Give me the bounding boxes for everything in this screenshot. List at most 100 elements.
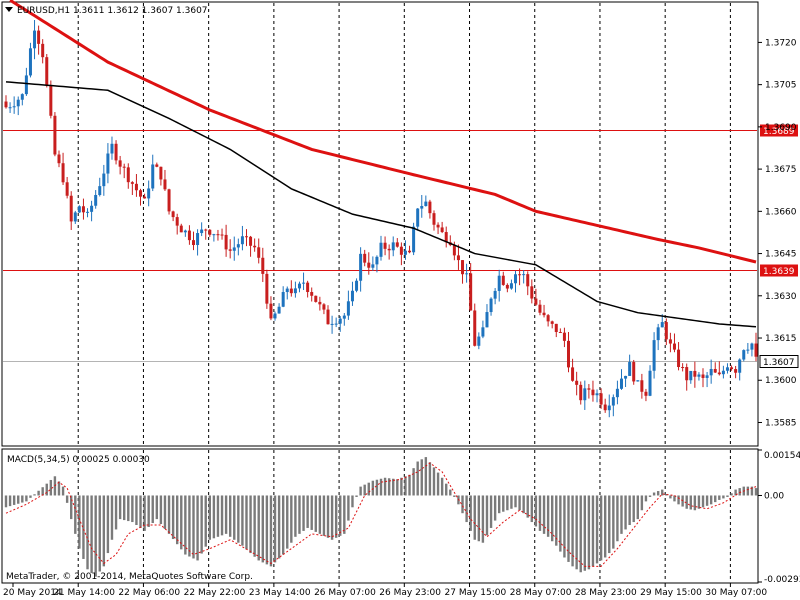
candle-body bbox=[591, 389, 595, 396]
macd-histogram-bar bbox=[734, 489, 737, 496]
macd-histogram-bar bbox=[424, 457, 428, 496]
candle-body bbox=[49, 85, 53, 116]
candle-body bbox=[102, 173, 106, 187]
price-tick-label: 1.3675 bbox=[765, 165, 797, 175]
candle-body bbox=[261, 257, 265, 274]
macd-histogram-bar bbox=[693, 495, 697, 511]
candle-body bbox=[310, 292, 314, 296]
candle-body bbox=[619, 378, 623, 389]
macd-title: MACD(5,34,5) 0.00025 0.00030 bbox=[7, 455, 150, 465]
ma-fast-line bbox=[5, 81, 757, 328]
macd-histogram-bar bbox=[143, 495, 146, 531]
candle-body bbox=[668, 339, 672, 344]
macd-histogram-bar bbox=[718, 495, 721, 500]
macd-histogram-bar bbox=[632, 495, 635, 523]
macd-histogram-bar bbox=[754, 488, 758, 496]
copyright-text: MetaTrader, © 2001-2014, MetaQuotes Soft… bbox=[6, 572, 253, 582]
candle-body bbox=[342, 315, 346, 319]
candle-body bbox=[575, 380, 579, 385]
macd-histogram-bar bbox=[277, 495, 281, 559]
macd-histogram-bar bbox=[738, 488, 741, 496]
macd-histogram-bar bbox=[204, 495, 207, 547]
macd-histogram-bar bbox=[175, 495, 179, 545]
candle-body bbox=[90, 205, 94, 212]
macd-histogram-bar bbox=[636, 495, 639, 520]
macd-histogram-bar bbox=[709, 495, 713, 505]
macd-histogram-bar bbox=[400, 477, 403, 496]
macd-histogram-bar bbox=[359, 486, 362, 496]
macd-tick-label: 0.00 bbox=[764, 491, 784, 501]
macd-histogram-bar bbox=[591, 495, 595, 567]
macd-histogram-bar bbox=[322, 495, 326, 536]
macd-signal-line bbox=[5, 462, 757, 567]
time-tick-label: 21 May 14:00 bbox=[53, 588, 115, 598]
macd-histogram-bar bbox=[163, 495, 167, 529]
macd-histogram-bar bbox=[249, 495, 252, 554]
triangle-down-icon[interactable] bbox=[5, 7, 13, 12]
candle-body bbox=[334, 323, 338, 325]
candle-body bbox=[12, 106, 16, 108]
macd-histogram-bar bbox=[224, 495, 228, 534]
macd-histogram-bar bbox=[159, 495, 163, 525]
candle-body bbox=[607, 405, 611, 411]
time-tick-label: 28 May 07:00 bbox=[510, 588, 572, 598]
macd-histogram-bar bbox=[477, 495, 481, 542]
macd-histogram-bar bbox=[45, 483, 48, 496]
macd-histogram-bar bbox=[29, 495, 32, 498]
price-axis[interactable]: 1.3720 1.3705 1.3690 1.3675 1.3660 1.3645 1.36… bbox=[758, 38, 797, 428]
candle-body bbox=[599, 393, 603, 405]
horizontal-lines[interactable]: 1.3689 1.3639 1.3607 bbox=[3, 124, 799, 369]
macd-histogram-bar bbox=[616, 495, 619, 542]
candle-body bbox=[416, 208, 420, 227]
macd-histogram-bar bbox=[534, 495, 538, 527]
candle-body bbox=[444, 232, 448, 243]
macd-histogram-bar bbox=[269, 495, 273, 567]
candle-body bbox=[689, 370, 693, 381]
time-tick-label: 29 May 15:00 bbox=[640, 588, 702, 598]
candle-body bbox=[538, 304, 542, 313]
macd-histogram-bar bbox=[330, 495, 334, 540]
macd-histogram-bar bbox=[624, 495, 627, 530]
current-price-tag bbox=[759, 355, 799, 368]
candle-body bbox=[73, 212, 77, 222]
macd-histogram-bar bbox=[216, 495, 220, 537]
macd-histogram-bar bbox=[171, 495, 175, 540]
macd-histogram-bar bbox=[481, 495, 485, 543]
candle-body bbox=[302, 282, 306, 284]
candle-body bbox=[562, 332, 566, 341]
candle-body bbox=[126, 167, 130, 183]
candle-body bbox=[314, 295, 318, 302]
macd-histogram-bar bbox=[669, 495, 672, 499]
candle-body bbox=[224, 234, 228, 250]
macd-histogram-bar bbox=[465, 495, 468, 523]
price-tick-label: 1.3645 bbox=[765, 250, 797, 260]
macd-histogram-bar bbox=[233, 495, 236, 540]
macd-histogram-bar bbox=[746, 486, 750, 496]
candle-body bbox=[558, 332, 562, 334]
macd-histogram-bar bbox=[579, 495, 582, 573]
macd-histogram-bar bbox=[86, 495, 89, 570]
macd-histogram-bar bbox=[571, 495, 574, 567]
candle-body bbox=[86, 211, 90, 213]
candle-body bbox=[456, 255, 460, 261]
candle-body bbox=[493, 290, 497, 299]
candle-body bbox=[436, 224, 440, 228]
macd-histogram-bar bbox=[114, 495, 118, 530]
macd-series bbox=[4, 457, 758, 577]
macd-histogram-bar bbox=[375, 479, 379, 496]
candle-body bbox=[220, 234, 224, 236]
candle-body bbox=[57, 154, 61, 164]
candle-body bbox=[489, 298, 493, 313]
macd-histogram-bar bbox=[428, 462, 432, 496]
candle-body bbox=[175, 217, 179, 226]
candle-body bbox=[228, 249, 232, 251]
macd-histogram-bar bbox=[49, 479, 53, 496]
candle-body bbox=[379, 242, 383, 257]
macd-histogram-bar bbox=[522, 495, 525, 514]
candle-body bbox=[269, 303, 273, 319]
macd-histogram-bar bbox=[306, 495, 309, 528]
hline-price-label: 1.3689 bbox=[763, 127, 795, 137]
macd-histogram-bar bbox=[82, 495, 85, 559]
